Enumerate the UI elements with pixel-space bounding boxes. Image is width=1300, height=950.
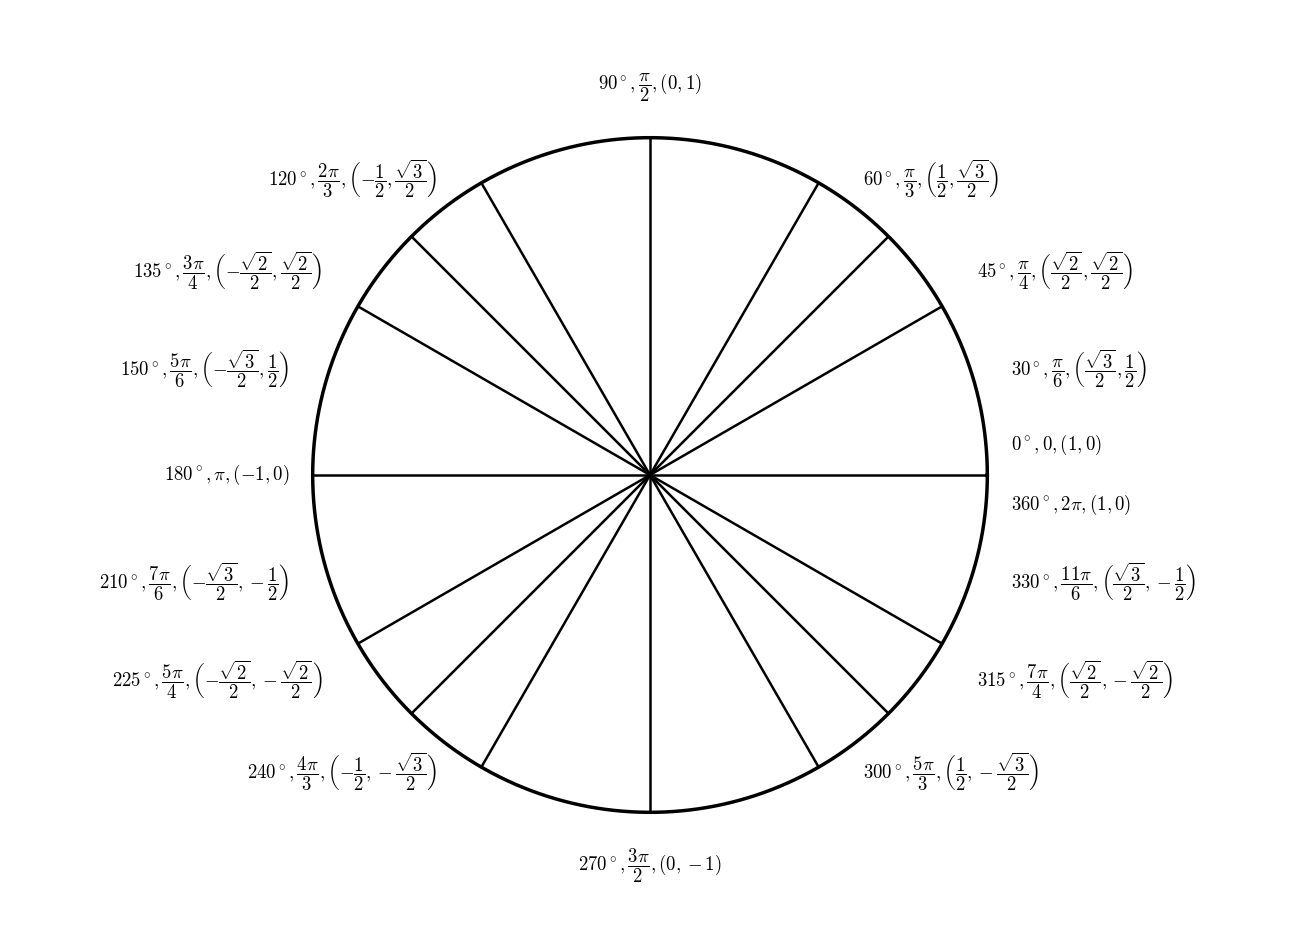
Text: $210^\circ, \dfrac{7\pi}{6}, \left(-\dfrac{\sqrt{3}}{2},-\dfrac{1}{2}\right)$: $210^\circ, \dfrac{7\pi}{6}, \left(-\dfr…: [99, 560, 289, 602]
Text: $360^\circ, 2\pi, (1,0)$: $360^\circ, 2\pi, (1,0)$: [1011, 493, 1131, 518]
Text: $120^\circ, \dfrac{2\pi}{3}, \left(-\dfrac{1}{2},\dfrac{\sqrt{3}}{2}\right)$: $120^\circ, \dfrac{2\pi}{3}, \left(-\dfr…: [268, 157, 438, 200]
Text: $315^\circ, \dfrac{7\pi}{4}, \left(\dfrac{\sqrt{2}}{2},-\dfrac{\sqrt{2}}{2}\righ: $315^\circ, \dfrac{7\pi}{4}, \left(\dfra…: [978, 657, 1174, 700]
Text: $180^\circ, \pi, (-1,0)$: $180^\circ, \pi, (-1,0)$: [164, 463, 289, 487]
Text: $240^\circ, \dfrac{4\pi}{3}, \left(-\dfrac{1}{2},-\dfrac{\sqrt{3}}{2}\right)$: $240^\circ, \dfrac{4\pi}{3}, \left(-\dfr…: [247, 750, 438, 793]
Text: $330^\circ, \dfrac{11\pi}{6}, \left(\dfrac{\sqrt{3}}{2},-\dfrac{1}{2}\right)$: $330^\circ, \dfrac{11\pi}{6}, \left(\dfr…: [1011, 560, 1196, 602]
Text: $45^\circ, \dfrac{\pi}{4}, \left(\dfrac{\sqrt{2}}{2},\dfrac{\sqrt{2}}{2}\right)$: $45^\circ, \dfrac{\pi}{4}, \left(\dfrac{…: [978, 250, 1134, 293]
Text: $30^\circ, \dfrac{\pi}{6}, \left(\dfrac{\sqrt{3}}{2},\dfrac{1}{2}\right)$: $30^\circ, \dfrac{\pi}{6}, \left(\dfrac{…: [1011, 348, 1147, 390]
Text: $225^\circ, \dfrac{5\pi}{4}, \left(-\dfrac{\sqrt{2}}{2},-\dfrac{\sqrt{2}}{2}\rig: $225^\circ, \dfrac{5\pi}{4}, \left(-\dfr…: [112, 657, 322, 700]
Text: $60^\circ, \dfrac{\pi}{3}, \left(\dfrac{1}{2},\dfrac{\sqrt{3}}{2}\right)$: $60^\circ, \dfrac{\pi}{3}, \left(\dfrac{…: [862, 157, 998, 200]
Text: $135^\circ, \dfrac{3\pi}{4}, \left(-\dfrac{\sqrt{2}}{2},\dfrac{\sqrt{2}}{2}\righ: $135^\circ, \dfrac{3\pi}{4}, \left(-\dfr…: [134, 250, 322, 293]
Text: $270^\circ, \dfrac{3\pi}{2}, (0,-1)$: $270^\circ, \dfrac{3\pi}{2}, (0,-1)$: [578, 846, 722, 884]
Text: $90^\circ, \dfrac{\pi}{2}, (0,1)$: $90^\circ, \dfrac{\pi}{2}, (0,1)$: [598, 71, 702, 104]
Text: $300^\circ, \dfrac{5\pi}{3}, \left(\dfrac{1}{2},-\dfrac{\sqrt{3}}{2}\right)$: $300^\circ, \dfrac{5\pi}{3}, \left(\dfra…: [862, 750, 1039, 793]
Text: $0^\circ, 0, (1,0)$: $0^\circ, 0, (1,0)$: [1011, 432, 1101, 457]
Text: $150^\circ, \dfrac{5\pi}{6}, \left(-\dfrac{\sqrt{3}}{2},\dfrac{1}{2}\right)$: $150^\circ, \dfrac{5\pi}{6}, \left(-\dfr…: [120, 348, 289, 390]
